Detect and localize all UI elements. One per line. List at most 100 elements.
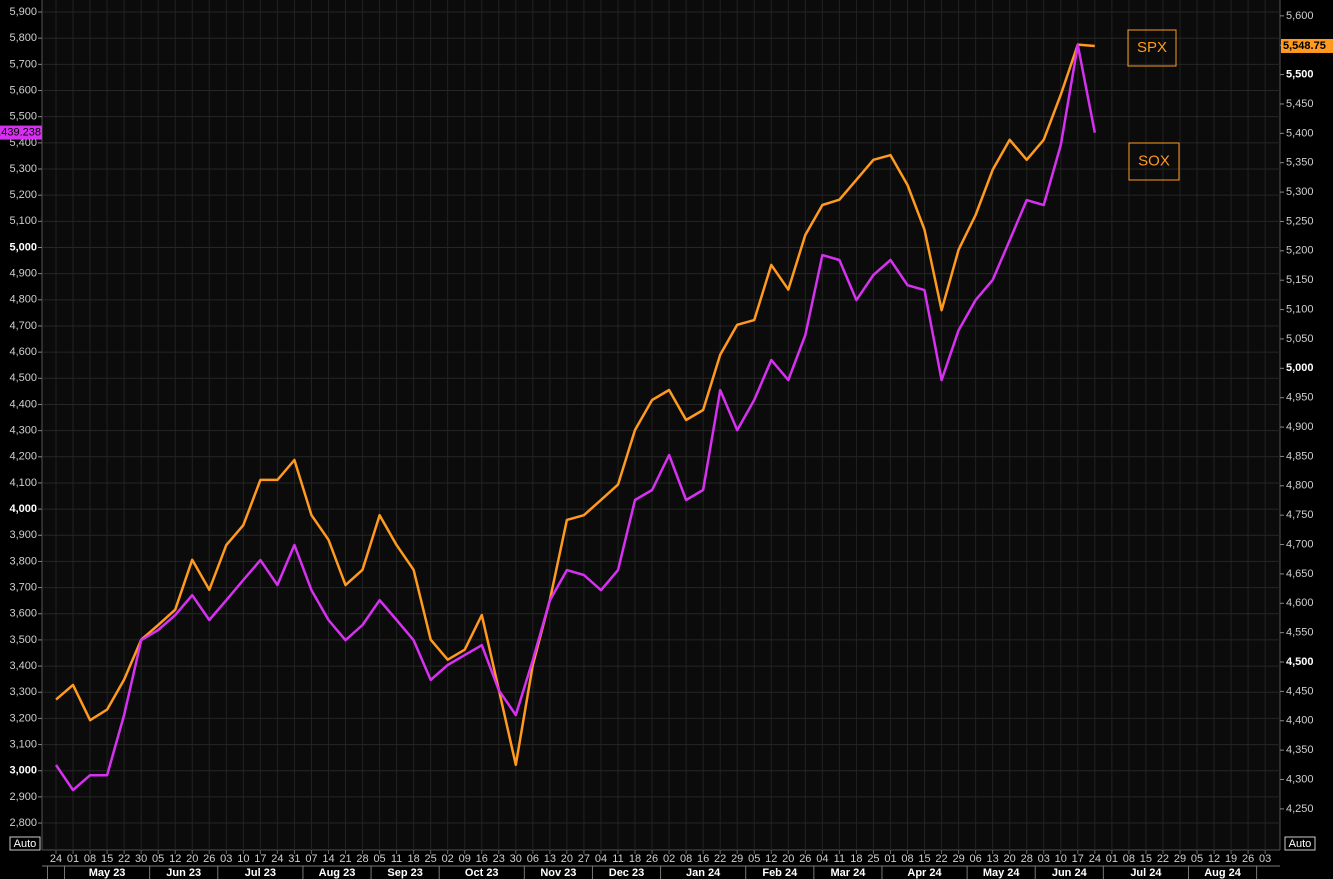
- plot-area: [42, 0, 1280, 850]
- y2-tick-label: 5,450: [1286, 98, 1314, 110]
- y2-tick-label: 5,200: [1286, 245, 1314, 257]
- x-tick-label: 22: [118, 853, 130, 865]
- x-tick-label: 22: [935, 853, 947, 865]
- x-tick-label: 05: [152, 853, 164, 865]
- x-tick-label: 17: [254, 853, 266, 865]
- y-tick-label: 4,400: [9, 398, 37, 410]
- y2-tick-label: 4,400: [1286, 715, 1314, 727]
- auto-label: Auto: [14, 838, 37, 850]
- x-tick-label: 18: [408, 853, 420, 865]
- x-tick-label: 12: [765, 853, 777, 865]
- y-tick-label: 4,900: [9, 268, 37, 280]
- y2-tick-label: 5,600: [1286, 10, 1314, 22]
- month-label: Jun 24: [1052, 867, 1088, 879]
- x-tick-label: 10: [1055, 853, 1067, 865]
- x-tick-label: 14: [322, 853, 334, 865]
- x-tick-label: 30: [135, 853, 147, 865]
- y2-tick-label: 5,150: [1286, 274, 1314, 286]
- x-tick-label: 17: [1072, 853, 1084, 865]
- x-tick-label: 08: [1123, 853, 1135, 865]
- y-tick-label: 2,800: [9, 817, 37, 829]
- x-tick-label: 11: [612, 853, 623, 865]
- x-tick-label: 23: [493, 853, 505, 865]
- x-tick-label: 16: [697, 853, 709, 865]
- x-tick-label: 28: [1021, 853, 1033, 865]
- month-label: May 23: [89, 867, 126, 879]
- x-tick-label: 16: [476, 853, 488, 865]
- x-tick-label: 04: [595, 853, 607, 865]
- y2-tick-label: 4,650: [1286, 568, 1314, 580]
- x-tick-label: 20: [561, 853, 573, 865]
- x-tick-label: 08: [901, 853, 913, 865]
- x-tick-label: 24: [50, 853, 62, 865]
- month-label: Sep 23: [387, 867, 422, 879]
- x-tick-label: 29: [1174, 853, 1186, 865]
- month-label: Aug 24: [1204, 867, 1242, 879]
- x-tick-label: 21: [339, 853, 351, 865]
- x-tick-label: 26: [646, 853, 658, 865]
- x-tick-label: 26: [203, 853, 215, 865]
- legend-label: SPX: [1137, 39, 1167, 56]
- x-tick-label: 01: [884, 853, 896, 865]
- x-tick-label: 01: [67, 853, 79, 865]
- y2-tick-label: 4,500: [1286, 656, 1314, 668]
- y-tick-label: 3,000: [9, 765, 37, 777]
- x-tick-label: 11: [834, 853, 845, 865]
- x-tick-label: 20: [782, 853, 794, 865]
- y-tick-label: 5,700: [9, 58, 37, 70]
- x-tick-label: 26: [799, 853, 811, 865]
- x-tick-label: 20: [186, 853, 198, 865]
- x-tick-label: 08: [680, 853, 692, 865]
- y2-tick-label: 5,100: [1286, 303, 1314, 315]
- y-tick-label: 3,700: [9, 582, 37, 594]
- month-label: Jun 23: [166, 867, 201, 879]
- x-tick-label: 29: [731, 853, 743, 865]
- auto-box: [1284, 836, 1316, 851]
- x-tick-label: 06: [527, 853, 539, 865]
- month-label: Nov 23: [540, 867, 576, 879]
- y-tick-label: 4,700: [9, 320, 37, 332]
- month-label: Mar 24: [830, 867, 866, 879]
- month-label: Oct 23: [465, 867, 499, 879]
- y-tick-label: 4,000: [9, 503, 37, 515]
- x-tick-label: 13: [544, 853, 556, 865]
- x-tick-label: 13: [987, 853, 999, 865]
- x-tick-label: 07: [305, 853, 317, 865]
- y2-tick-label: 5,350: [1286, 157, 1314, 169]
- x-tick-label: 18: [629, 853, 641, 865]
- last-value-label: 5,439.238: [0, 126, 41, 138]
- x-tick-label: 25: [425, 853, 437, 865]
- x-tick-label: 04: [816, 853, 828, 865]
- x-tick-label: 05: [1191, 853, 1203, 865]
- month-label: May 24: [983, 867, 1021, 879]
- y-tick-label: 5,000: [9, 241, 37, 253]
- y-tick-label: 3,800: [9, 555, 37, 567]
- y-tick-label: 4,800: [9, 294, 37, 306]
- y2-tick-label: 4,850: [1286, 450, 1314, 462]
- month-label: Feb 24: [762, 867, 798, 879]
- y2-tick-label: 4,900: [1286, 421, 1314, 433]
- month-label: Jan 24: [686, 867, 721, 879]
- y-tick-label: 2,900: [9, 791, 37, 803]
- y2-tick-label: 4,300: [1286, 773, 1314, 785]
- y-tick-label: 5,300: [9, 163, 37, 175]
- y2-tick-label: 5,000: [1286, 362, 1314, 374]
- month-label: Jul 23: [245, 867, 276, 879]
- x-tick-label: 02: [663, 853, 675, 865]
- month-label: Dec 23: [609, 867, 644, 879]
- y2-tick-label: 4,950: [1286, 392, 1314, 404]
- y2-tick-label: 4,550: [1286, 627, 1314, 639]
- x-tick-label: 15: [1140, 853, 1152, 865]
- y2-tick-label: 4,700: [1286, 538, 1314, 550]
- y2-tick-label: 5,250: [1286, 215, 1314, 227]
- x-tick-label: 08: [84, 853, 96, 865]
- y-tick-label: 3,300: [9, 686, 37, 698]
- x-tick-label: 20: [1004, 853, 1016, 865]
- x-tick-label: 15: [101, 853, 113, 865]
- x-tick-label: 05: [373, 853, 385, 865]
- y-tick-label: 5,900: [9, 6, 37, 18]
- x-tick-label: 29: [952, 853, 964, 865]
- month-label: Apr 24: [907, 867, 942, 879]
- x-tick-label: 05: [748, 853, 760, 865]
